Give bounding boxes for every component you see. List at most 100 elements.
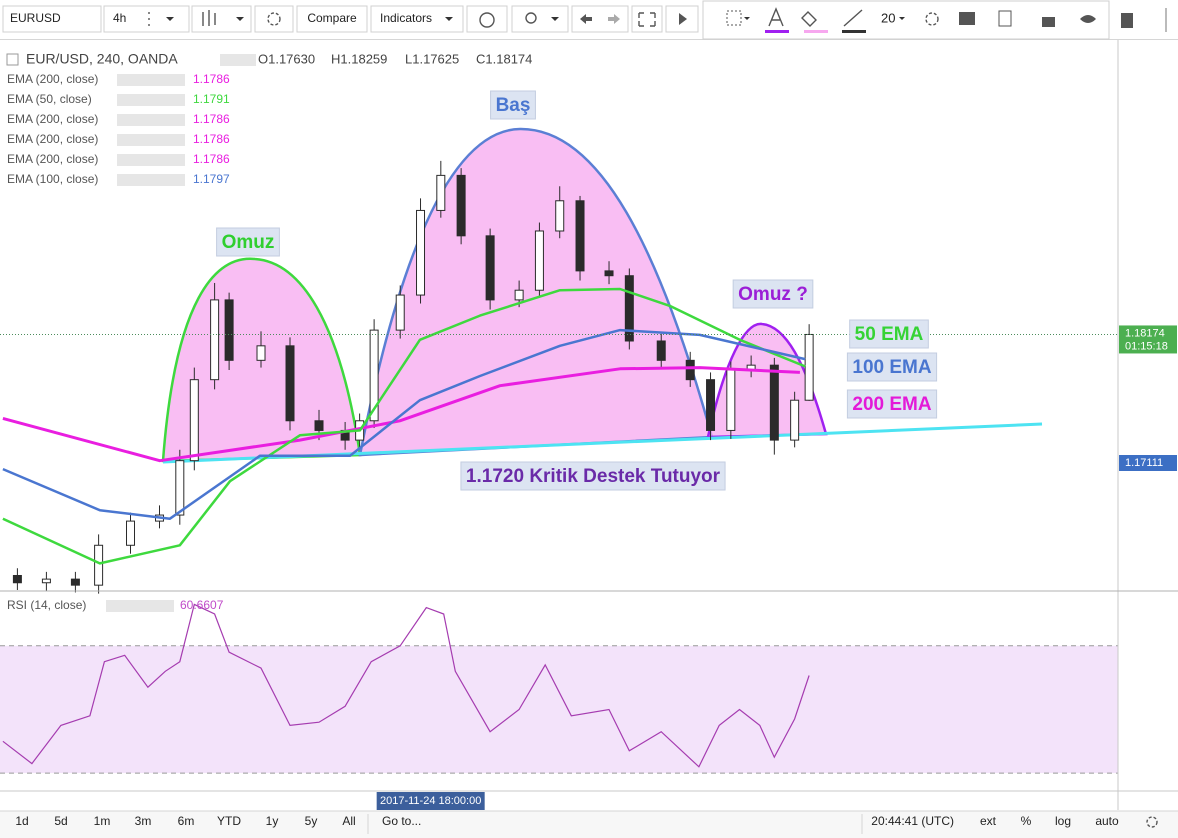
bottom-bar — [0, 810, 1178, 838]
indicator-name: EMA (200, close) — [7, 72, 98, 86]
gear-icon[interactable] — [1146, 816, 1158, 828]
range-button[interactable]: 5y — [305, 814, 318, 828]
ohlc-low: L1.17625 — [405, 51, 459, 66]
candle-body — [804, 333, 814, 401]
range-button[interactable]: All — [342, 814, 355, 828]
play-icon — [679, 13, 687, 25]
gear-icon[interactable] — [925, 12, 939, 26]
text-color-swatch — [765, 30, 789, 33]
interval-select[interactable] — [103, 5, 190, 33]
legend-buttons[interactable] — [117, 94, 185, 106]
scale-option[interactable]: ext — [980, 814, 997, 828]
candle-body — [456, 174, 466, 237]
candle-body — [175, 460, 185, 516]
lock-icon[interactable] — [1042, 17, 1055, 27]
compare: Compare — [307, 11, 357, 25]
dropdown-arrow[interactable] — [166, 17, 174, 21]
rsi-legend: RSI (14, close) 60.6607 — [7, 598, 224, 612]
bottom-bar-bg — [0, 811, 1178, 838]
symbol-input[interactable] — [2, 5, 102, 33]
visibility-icon[interactable] — [959, 12, 975, 25]
trash-icon[interactable] — [1121, 13, 1133, 28]
dropdown-arrow[interactable] — [551, 17, 559, 21]
dropdown-arrow[interactable] — [445, 17, 453, 21]
range-button[interactable]: YTD — [217, 814, 241, 828]
fill-swatch — [804, 30, 828, 33]
candle-body — [41, 578, 51, 584]
candle-body — [726, 369, 736, 431]
annotation: 100 EMA — [852, 357, 931, 378]
range-button[interactable]: 1m — [94, 814, 111, 828]
rsi-line — [2, 603, 810, 768]
select-icon[interactable] — [726, 10, 742, 26]
toolbar: EURUSD 4h Compare Indicators — [0, 0, 1178, 40]
indicator-value: 1.1786 — [193, 132, 230, 146]
alert-icon — [479, 12, 495, 28]
dropdown-arrow[interactable] — [899, 17, 905, 20]
bulb-icon — [525, 12, 537, 24]
candle-body — [12, 574, 22, 584]
legend-buttons[interactable] — [220, 54, 256, 66]
indicator-name: EMA (200, close) — [7, 152, 98, 166]
line-price-label: 1.17111 — [1125, 457, 1163, 469]
scale-option[interactable]: log — [1055, 814, 1071, 828]
candle-body — [395, 294, 405, 331]
range-button[interactable]: 5d — [54, 814, 67, 828]
line-color-swatch — [842, 30, 866, 33]
countdown: 01:15:18 — [1125, 340, 1168, 352]
text-color-icon[interactable] — [768, 7, 784, 27]
hide-icon[interactable] — [1080, 15, 1096, 23]
replay-button[interactable] — [511, 5, 569, 33]
clone-icon[interactable] — [998, 10, 1012, 27]
candle-body — [485, 235, 495, 301]
compare-button[interactable] — [296, 5, 368, 33]
indicator-name: EMA (200, close) — [7, 132, 98, 146]
indicator-value: 1.1786 — [193, 152, 230, 166]
redo-icon[interactable] — [608, 14, 620, 24]
ohlc-close: C1.18174 — [476, 51, 532, 66]
fullscreen-button[interactable] — [631, 5, 663, 33]
dropdown-arrow[interactable] — [744, 17, 750, 20]
rsi-last-value: 60.6607 — [180, 598, 224, 612]
undo-icon[interactable] — [580, 14, 592, 24]
line-color-icon[interactable] — [843, 9, 863, 27]
annotation: 50 EMA — [855, 324, 924, 345]
legend-buttons[interactable] — [106, 600, 174, 612]
fill-icon[interactable] — [801, 11, 817, 27]
annotation-box — [849, 319, 929, 349]
candle-body — [256, 345, 266, 361]
line-width[interactable]: 20 — [881, 10, 895, 25]
scale-option[interactable]: auto — [1095, 814, 1119, 828]
legend-buttons[interactable] — [117, 174, 185, 186]
last-price-label: 1.18174 — [1125, 327, 1165, 339]
alert-button[interactable] — [466, 5, 508, 33]
clock: 20:44:41 (UTC) — [871, 814, 954, 828]
range-button[interactable]: 6m — [178, 814, 195, 828]
dropdown-arrow[interactable] — [236, 17, 244, 21]
collapse-icon[interactable] — [6, 53, 19, 66]
last-price-bg — [1119, 325, 1177, 354]
annotation: Omuz ? — [738, 284, 808, 305]
candle-body — [70, 578, 80, 586]
candle-body — [224, 299, 234, 361]
legend-buttons[interactable] — [117, 134, 185, 146]
range-button[interactable]: 3m — [135, 814, 152, 828]
goto-button[interactable]: Go to... — [382, 814, 421, 828]
legend-buttons[interactable] — [117, 74, 185, 86]
legend-buttons[interactable] — [117, 154, 185, 166]
legend-buttons[interactable] — [117, 114, 185, 126]
range-button[interactable]: 1d — [15, 814, 28, 828]
ohlc-open: O1.17630 — [258, 51, 315, 66]
ema-line — [2, 366, 800, 463]
annotation-box — [846, 352, 938, 382]
legend: EUR/USD, 240, OANDA O1.17630 H1.18259 L1… — [6, 51, 532, 67]
annotation-box — [490, 90, 536, 120]
candle-body — [555, 200, 565, 232]
crosshair-label-bg — [376, 792, 485, 810]
scale-option[interactable]: % — [1021, 814, 1032, 828]
range-button[interactable]: 1y — [266, 814, 279, 828]
gear-icon — [267, 12, 281, 26]
chart-style-button[interactable] — [191, 5, 252, 33]
settings-button[interactable] — [254, 5, 294, 33]
